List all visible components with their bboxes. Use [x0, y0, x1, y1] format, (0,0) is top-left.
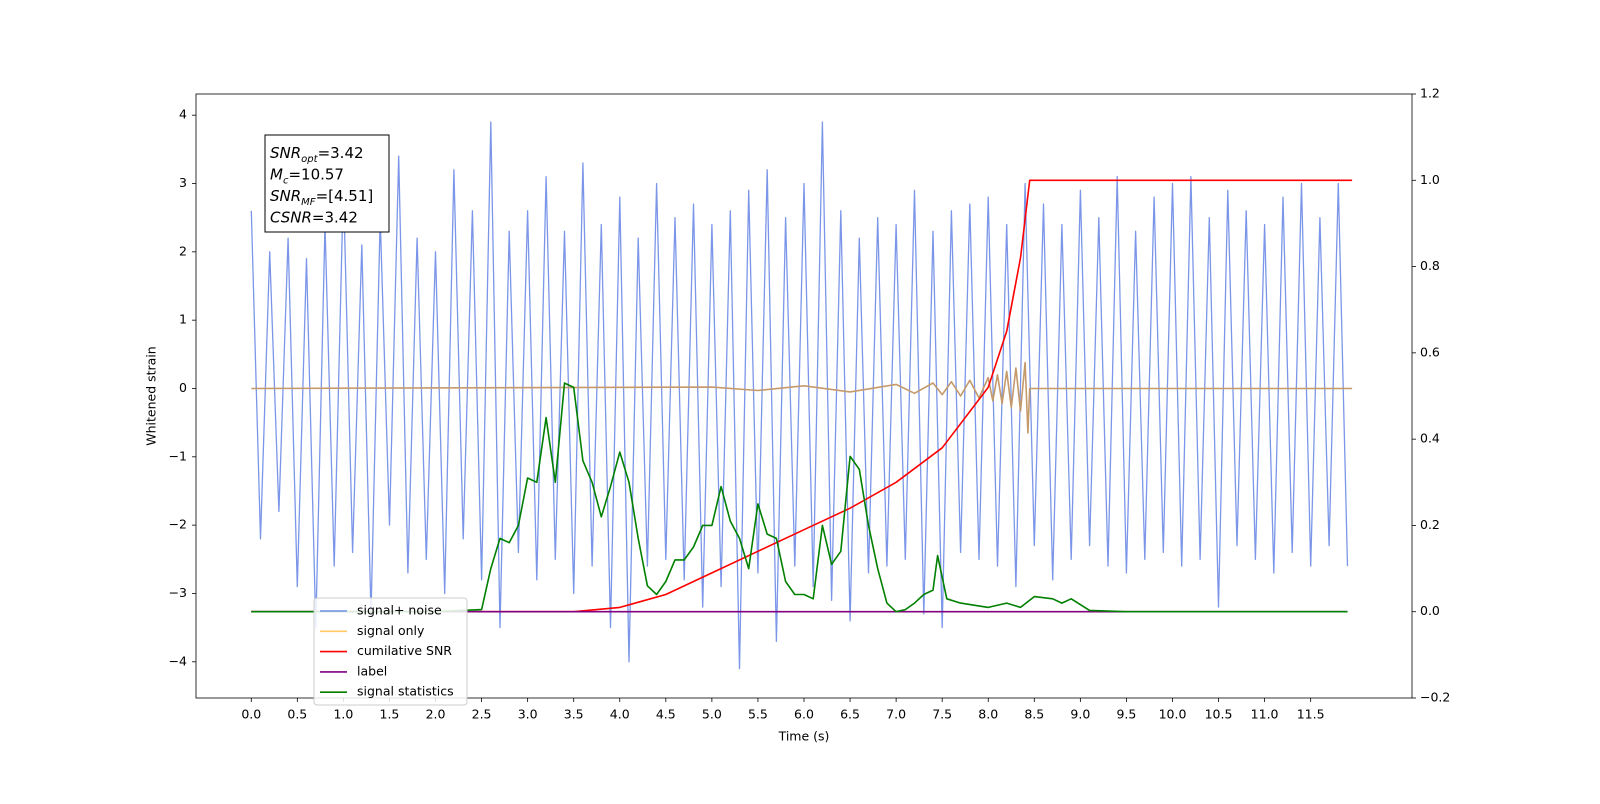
x-tick-label: 4.0 [610, 707, 630, 722]
x-tick-label: 11.0 [1251, 707, 1279, 722]
y-tick-label: −3 [169, 585, 187, 600]
x-tick-label: 0.0 [241, 707, 261, 722]
x-tick-label: 1.5 [380, 707, 400, 722]
y2-tick-label: 1.0 [1420, 172, 1440, 187]
legend-label: signal+ noise [357, 603, 442, 618]
annotation-subscript: opt [301, 154, 318, 165]
annotation-box [264, 134, 390, 233]
legend-label: signal only [357, 623, 425, 638]
y2-tick-label: 0.0 [1420, 603, 1440, 618]
y2-tick-label: 1.2 [1420, 86, 1440, 101]
annotation-line: Mc=10.57 [270, 166, 344, 187]
x-tick-label: 8.5 [1024, 707, 1044, 722]
x-tick-label: 8.0 [978, 707, 998, 722]
series-line [250, 121, 1349, 670]
annotation-value: =3.42 [318, 144, 364, 162]
y-axis-label: Whitened strain [144, 346, 159, 445]
annotation-subscript: c [283, 176, 289, 187]
legend-label: signal statistics [357, 684, 454, 699]
annotation-line: CSNR=3.42 [270, 209, 358, 227]
annotation-subscript: MF [301, 197, 316, 208]
x-tick-label: 3.5 [564, 707, 584, 722]
legend: signal+ noise signal only cumilative SNR la… [313, 597, 468, 706]
legend-label: cumilative SNR [357, 643, 452, 658]
x-tick-label: 3.0 [518, 707, 538, 722]
x-tick-label: 10.0 [1159, 707, 1187, 722]
x-tick-label: 7.0 [886, 707, 906, 722]
y-tick-label: 3 [179, 175, 187, 190]
y-tick-label: 0 [179, 380, 187, 395]
annotation-value: =[4.51] [316, 187, 374, 205]
x-tick-label: 5.5 [748, 707, 768, 722]
y2-tick-label: 0.6 [1420, 344, 1440, 359]
x-tick-label: 10.5 [1205, 707, 1233, 722]
y-tick-label: −4 [169, 653, 187, 668]
x-axis-label: Time (s) [778, 729, 830, 744]
series-line [251, 361, 1353, 434]
y2-tick-label: 0.2 [1420, 517, 1440, 532]
x-tick-label: 6.0 [794, 707, 814, 722]
annotation-value: =10.57 [288, 166, 344, 184]
y-tick-label: −1 [169, 448, 187, 463]
y-tick-label: −2 [169, 517, 187, 532]
annotation-line: SNRMF=[4.51] [270, 187, 373, 208]
x-tick-label: 0.5 [287, 707, 307, 722]
y2-tick-label: 0.8 [1420, 258, 1440, 273]
series-line [251, 382, 1348, 613]
annotation-line: SNRopt=3.42 [270, 144, 364, 165]
annotation-symbol: SNR [270, 187, 301, 205]
annotation-symbol: M [270, 166, 283, 184]
y-tick-label: 4 [179, 107, 187, 122]
x-tick-label: 2.0 [426, 707, 446, 722]
legend-box [313, 597, 468, 706]
x-tick-label: 7.5 [932, 707, 952, 722]
x-tick-label: 11.5 [1297, 707, 1325, 722]
x-tick-label: 9.0 [1070, 707, 1090, 722]
annotation-value: =3.42 [312, 209, 358, 227]
x-tick-label: 9.5 [1116, 707, 1136, 722]
legend-label: label [357, 663, 387, 678]
x-tick-label: 5.0 [702, 707, 722, 722]
y2-tick-label: −0.2 [1420, 690, 1450, 705]
series-line [251, 179, 1353, 613]
x-tick-label: 4.5 [656, 707, 676, 722]
x-tick-label: 1.0 [333, 707, 353, 722]
y2-tick-label: 0.4 [1420, 431, 1440, 446]
y-tick-label: 1 [179, 312, 187, 327]
annotation-symbol: CSNR [270, 209, 312, 227]
x-tick-label: 6.5 [840, 707, 860, 722]
y-tick-label: 2 [179, 243, 187, 258]
x-tick-label: 2.5 [472, 707, 492, 722]
annotation-symbol: SNR [270, 144, 301, 162]
